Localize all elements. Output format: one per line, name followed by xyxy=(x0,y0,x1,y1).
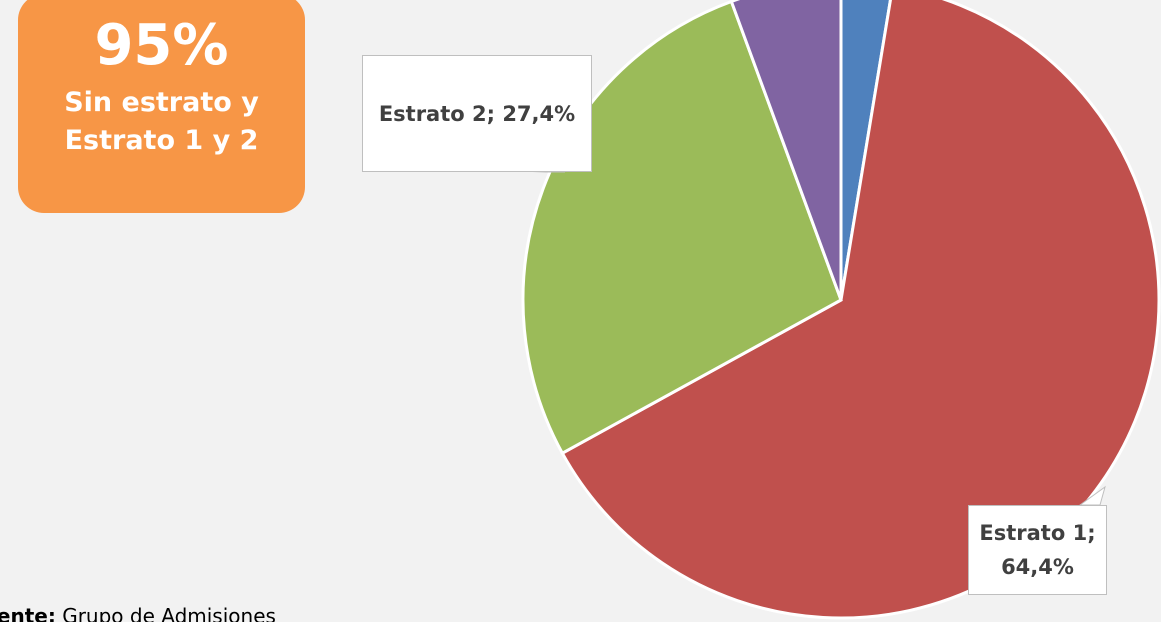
data-label: Estrato 2; 27,4% xyxy=(362,55,592,172)
pie-slice xyxy=(521,0,843,456)
pie-slice xyxy=(839,0,892,301)
badge-value: 95% xyxy=(94,13,229,78)
data-label: Estrato 1; 64,4% xyxy=(968,505,1107,595)
source-text: Grupo de Admisiones xyxy=(62,604,276,622)
summary-badge: 95% Sin estrato y Estrato 1 y 2 xyxy=(18,0,305,213)
source-label: Fuente: xyxy=(0,604,56,622)
pie-slice xyxy=(729,0,843,301)
pie-slice xyxy=(560,0,1161,620)
source-note: Fuente: Grupo de Admisiones xyxy=(0,604,276,622)
badge-text: Sin estrato y Estrato 1 y 2 xyxy=(64,87,259,156)
